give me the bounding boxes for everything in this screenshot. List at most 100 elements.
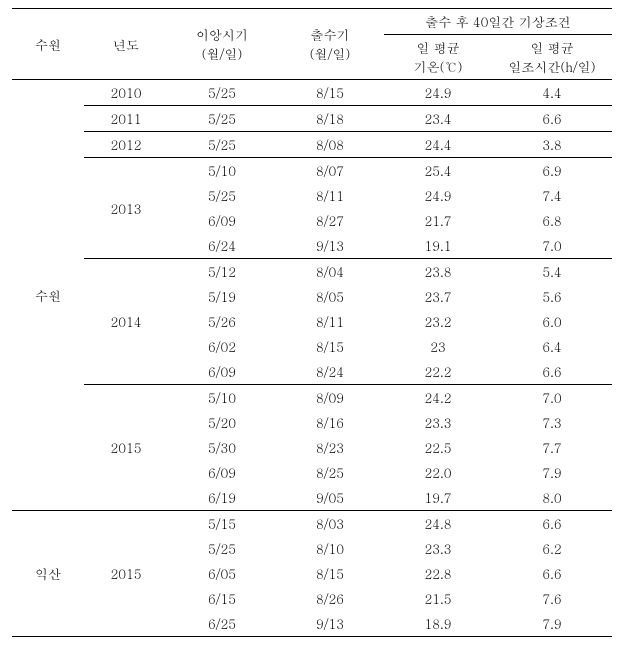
cell-sun: 8.0: [492, 485, 612, 511]
cell-temp: 23.2: [384, 309, 492, 334]
cell-temp: 24.2: [384, 385, 492, 411]
cell-sun: 6.2: [492, 536, 612, 561]
cell-transplant: 5/10: [168, 158, 276, 184]
cell-temp: 21.5: [384, 586, 492, 611]
table-body: 수원 2010 5/25 8/15 24.9 4.4 2011 5/25 8/1…: [12, 80, 612, 637]
cell-transplant: 6/09: [168, 460, 276, 485]
cell-heading: 8/03: [276, 511, 384, 537]
cell-heading: 9/13: [276, 611, 384, 637]
header-heading-label: 출수기: [278, 25, 382, 44]
cell-heading: 8/26: [276, 586, 384, 611]
cell-heading: 8/11: [276, 183, 384, 208]
data-table: 수원 년도 이앙시기 (월/일) 출수기 (월/일) 출수 후 40일간 기상조…: [12, 8, 612, 637]
cell-sun: 7.4: [492, 183, 612, 208]
header-weather-group: 출수 후 40일간 기상조건: [384, 9, 612, 35]
cell-transplant: 5/10: [168, 385, 276, 411]
cell-heading: 8/09: [276, 385, 384, 411]
cell-heading: 8/24: [276, 359, 384, 385]
header-transplant-label: 이앙시기: [170, 25, 274, 44]
cell-transplant: 5/25: [168, 183, 276, 208]
cell-region: 수원: [12, 80, 84, 511]
cell-sun: 7.0: [492, 385, 612, 411]
header-transplant-unit: (월/일): [170, 44, 274, 63]
cell-temp: 25.4: [384, 158, 492, 184]
cell-sun: 7.6: [492, 586, 612, 611]
cell-transplant: 5/15: [168, 511, 276, 537]
cell-heading: 8/04: [276, 259, 384, 285]
table-row: 수원 2010 5/25 8/15 24.9 4.4: [12, 80, 612, 106]
cell-heading: 8/08: [276, 132, 384, 158]
header-transplant: 이앙시기 (월/일): [168, 9, 276, 80]
cell-heading: 8/05: [276, 284, 384, 309]
cell-transplant: 5/25: [168, 80, 276, 106]
cell-heading: 8/25: [276, 460, 384, 485]
cell-sun: 5.6: [492, 284, 612, 309]
cell-temp: 23.3: [384, 536, 492, 561]
cell-sun: 5.4: [492, 259, 612, 285]
cell-year: 2013: [84, 158, 168, 259]
header-temp-label: 일 평균: [386, 38, 490, 57]
cell-heading: 8/15: [276, 334, 384, 359]
table-header: 수원 년도 이앙시기 (월/일) 출수기 (월/일) 출수 후 40일간 기상조…: [12, 9, 612, 80]
cell-sun: 6.6: [492, 106, 612, 132]
cell-heading: 9/05: [276, 485, 384, 511]
cell-temp: 24.4: [384, 132, 492, 158]
cell-temp: 23.7: [384, 284, 492, 309]
cell-transplant: 5/30: [168, 435, 276, 460]
cell-temp: 22.0: [384, 460, 492, 485]
cell-sun: 6.4: [492, 334, 612, 359]
cell-temp: 19.7: [384, 485, 492, 511]
table-row: 2011 5/25 8/18 23.4 6.6: [12, 106, 612, 132]
cell-sun: 7.0: [492, 233, 612, 259]
cell-transplant: 5/20: [168, 410, 276, 435]
cell-transplant: 5/25: [168, 536, 276, 561]
cell-year: 2015: [84, 511, 168, 637]
header-temp: 일 평균 기온(℃): [384, 35, 492, 80]
cell-heading: 8/11: [276, 309, 384, 334]
cell-temp: 24.9: [384, 80, 492, 106]
cell-heading: 8/18: [276, 106, 384, 132]
cell-temp: 18.9: [384, 611, 492, 637]
cell-sun: 7.9: [492, 611, 612, 637]
cell-sun: 3.8: [492, 132, 612, 158]
cell-heading: 8/16: [276, 410, 384, 435]
cell-year: 2011: [84, 106, 168, 132]
cell-sun: 6.6: [492, 359, 612, 385]
cell-year: 2015: [84, 385, 168, 511]
cell-temp: 23.8: [384, 259, 492, 285]
cell-temp: 22.8: [384, 561, 492, 586]
cell-transplant: 6/09: [168, 359, 276, 385]
header-region: 수원: [12, 9, 84, 80]
cell-transplant: 6/09: [168, 208, 276, 233]
table-row: 2013 5/10 8/07 25.4 6.9: [12, 158, 612, 184]
cell-heading: 9/13: [276, 233, 384, 259]
table-row: 2014 5/12 8/04 23.8 5.4: [12, 259, 612, 285]
cell-temp: 21.7: [384, 208, 492, 233]
cell-transplant: 6/19: [168, 485, 276, 511]
cell-sun: 6.0: [492, 309, 612, 334]
cell-heading: 8/10: [276, 536, 384, 561]
cell-transplant: 5/19: [168, 284, 276, 309]
cell-temp: 19.1: [384, 233, 492, 259]
cell-temp: 22.2: [384, 359, 492, 385]
cell-temp: 23.3: [384, 410, 492, 435]
cell-transplant: 5/25: [168, 132, 276, 158]
cell-heading: 8/15: [276, 80, 384, 106]
cell-transplant: 6/15: [168, 586, 276, 611]
cell-transplant: 6/24: [168, 233, 276, 259]
cell-temp: 22.5: [384, 435, 492, 460]
cell-sun: 6.6: [492, 511, 612, 537]
cell-sun: 7.9: [492, 460, 612, 485]
cell-temp: 23: [384, 334, 492, 359]
cell-region: 익산: [12, 511, 84, 637]
cell-year: 2012: [84, 132, 168, 158]
cell-temp: 24.9: [384, 183, 492, 208]
header-sun-label: 일 평균: [494, 38, 610, 57]
cell-transplant: 6/02: [168, 334, 276, 359]
cell-sun: 4.4: [492, 80, 612, 106]
cell-transplant: 5/12: [168, 259, 276, 285]
cell-temp: 24.8: [384, 511, 492, 537]
cell-transplant: 6/05: [168, 561, 276, 586]
cell-sun: 6.8: [492, 208, 612, 233]
cell-year: 2010: [84, 80, 168, 106]
